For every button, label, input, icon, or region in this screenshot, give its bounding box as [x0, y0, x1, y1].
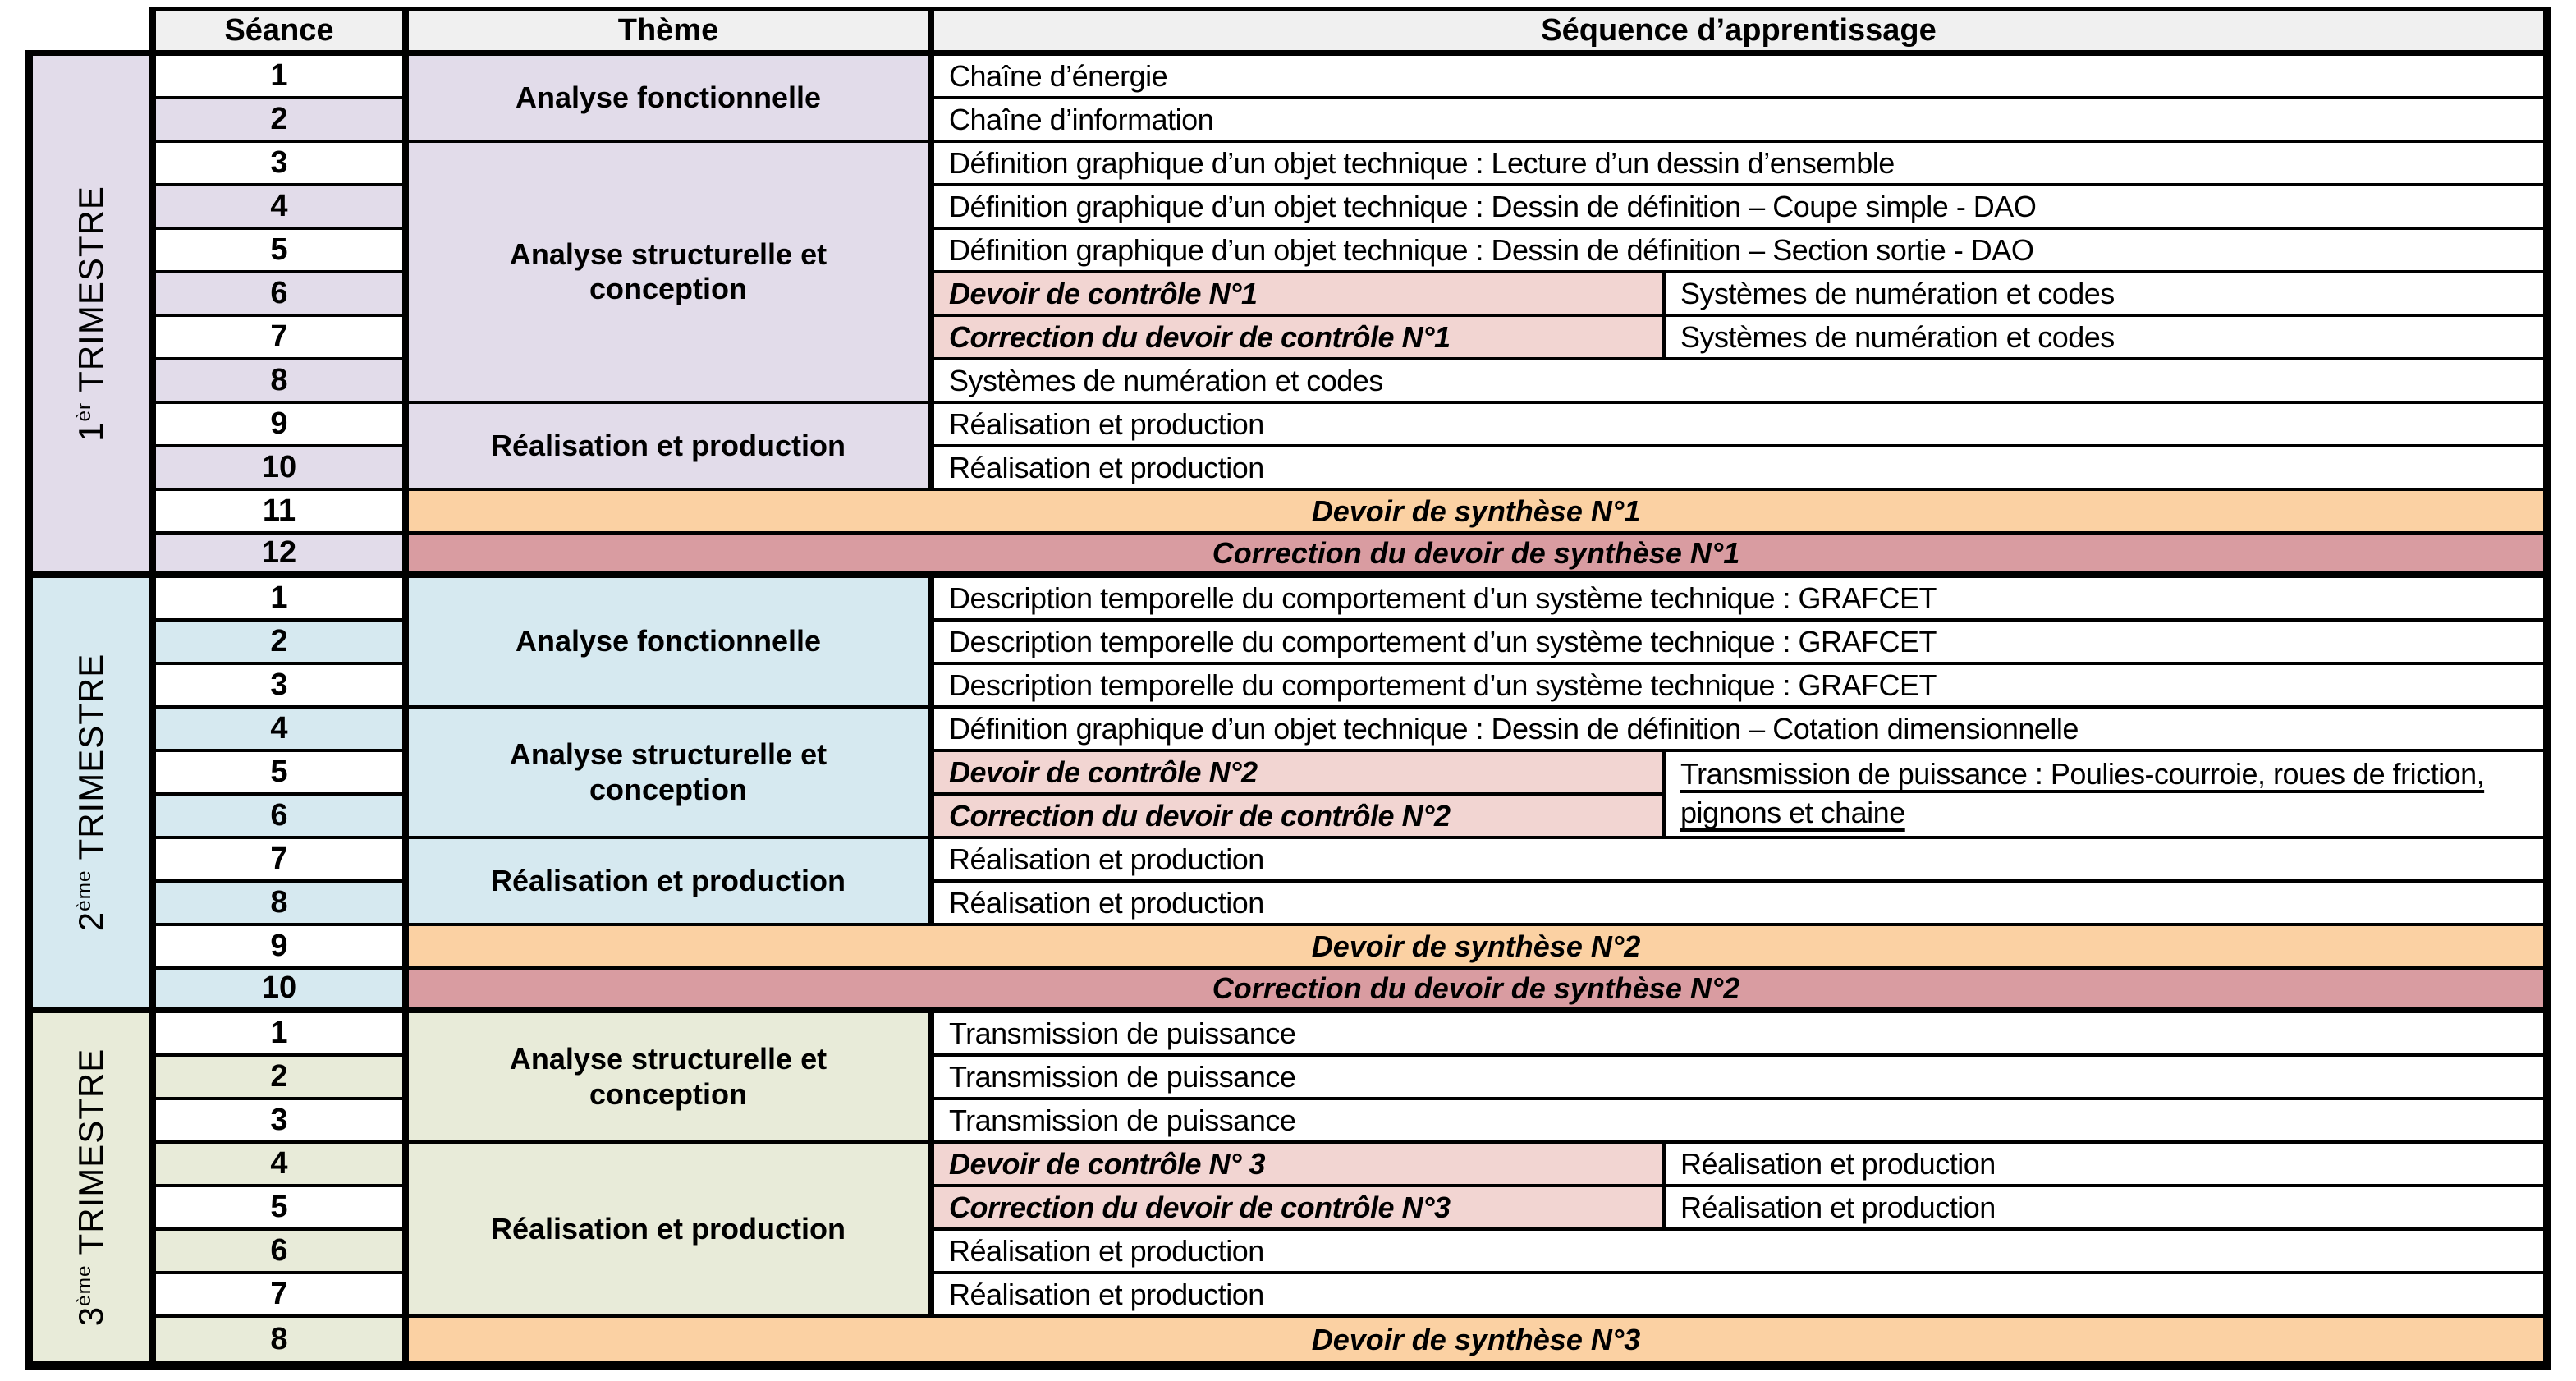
seance-cell: 5 [156, 1187, 402, 1227]
sequence-subcell-text: Réalisation et production [1680, 1146, 1996, 1181]
sequence-subcell-text: Transmission de puissance : Poulies-cour… [1680, 757, 2485, 829]
control-cell: Devoir de contrôle N° 3 [934, 1144, 1662, 1184]
sequence-cell: Réalisation et production [934, 839, 2543, 879]
sequence-cell: Définition graphique d’un objet techniqu… [934, 709, 2543, 749]
seance-cell: 2 [156, 622, 402, 662]
control-cell: Devoir de contrôle N°1 [934, 273, 1662, 314]
seance-cell: 8 [156, 1318, 402, 1361]
seance-cell: 2 [156, 1057, 402, 1097]
theme-cell: Réalisation et production [409, 1144, 928, 1314]
sequence-cell: Description temporelle du comportement d… [934, 622, 2543, 662]
sequence-subcell: Systèmes de numération et codes [1666, 317, 2543, 357]
seance-cell: 3 [156, 143, 402, 183]
trimester-label-text: 2ème TRIMESTRE [71, 654, 111, 931]
control-cell: Correction du devoir de contrôle N°2 [934, 796, 1662, 836]
sequence-subcell: Réalisation et production [1666, 1187, 2543, 1227]
seance-cell: 4 [156, 1144, 402, 1184]
theme-cell: Analyse structurelle et conception [409, 709, 928, 836]
seance-cell: 7 [156, 1274, 402, 1314]
seance-cell: 4 [156, 709, 402, 749]
corner-blank [25, 7, 149, 50]
seance-cell: 6 [156, 796, 402, 836]
sequence-subcell: Systèmes de numération et codes [1666, 273, 2543, 314]
theme-cell: Analyse structurelle et conception [409, 143, 928, 401]
sequence-cell: Définition graphique d’un objet techniqu… [934, 186, 2543, 227]
sequence-cell: Transmission de puissance [934, 1100, 2543, 1140]
trimester-label-text: 1èr TRIMESTRE [71, 186, 111, 442]
sequence-cell: Réalisation et production [934, 404, 2543, 444]
seance-cell: 6 [156, 1231, 402, 1271]
trimester-label: 1èr TRIMESTRE [33, 56, 149, 571]
trimester-word: TRIMESTRE [71, 653, 110, 860]
correction-bar: Correction du devoir de synthèse N°1 [409, 535, 2543, 571]
seance-cell: 8 [156, 883, 402, 923]
trimester-number: 3 [71, 1305, 110, 1327]
header-theme: Thème [409, 11, 928, 50]
trimester-word: TRIMESTRE [71, 1048, 110, 1255]
control-cell: Correction du devoir de contrôle N°1 [934, 317, 1662, 357]
sequence-cell: Chaîne d’information [934, 99, 2543, 140]
sequence-cell: Réalisation et production [934, 447, 2543, 488]
synthese-bar: Devoir de synthèse N°3 [409, 1318, 2543, 1361]
theme-cell: Réalisation et production [409, 404, 928, 488]
theme-cell: Analyse fonctionnelle [409, 578, 928, 705]
sequence-subcell-text: Réalisation et production [1680, 1190, 1996, 1224]
sequence-subcell-text: Systèmes de numération et codes [1680, 276, 2115, 310]
theme-cell: Réalisation et production [409, 839, 928, 923]
seance-cell: 7 [156, 317, 402, 357]
theme-cell: Analyse fonctionnelle [409, 56, 928, 140]
seance-cell: 2 [156, 99, 402, 140]
trimester-number: 2 [71, 911, 110, 932]
trimester-ordinal-suffix: èr [73, 401, 95, 422]
sequence-cell: Définition graphique d’un objet techniqu… [934, 143, 2543, 183]
sequence-cell: Réalisation et production [934, 1231, 2543, 1271]
sequence-cell: Chaîne d’énergie [934, 56, 2543, 96]
header-sequence: Séquence d’apprentissage [934, 11, 2543, 50]
seance-cell: 9 [156, 926, 402, 966]
seance-cell: 1 [156, 578, 402, 618]
synthese-bar: Devoir de synthèse N°2 [409, 926, 2543, 966]
sequence-cell: Transmission de puissance [934, 1013, 2543, 1053]
sequence-cell: Réalisation et production [934, 883, 2543, 923]
trimester-label-text: 3ème TRIMESTRE [71, 1048, 111, 1326]
seance-cell: 5 [156, 752, 402, 792]
control-cell: Correction du devoir de contrôle N°3 [934, 1187, 1662, 1227]
synthese-bar: Devoir de synthèse N°1 [409, 491, 2543, 531]
seance-cell: 8 [156, 360, 402, 401]
seance-cell: 10 [156, 447, 402, 488]
trimester-number: 1 [71, 421, 110, 442]
seance-cell: 6 [156, 273, 402, 314]
schedule-table: Séance Thème Séquence d’apprentissage 1è… [25, 7, 2551, 1370]
seance-cell: 10 [156, 970, 402, 1007]
trimester-ordinal-suffix: ème [73, 1264, 95, 1306]
seance-cell: 3 [156, 665, 402, 705]
seance-cell: 1 [156, 56, 402, 96]
sequence-cell: Description temporelle du comportement d… [934, 665, 2543, 705]
sequence-subcell: Transmission de puissance : Poulies-cour… [1666, 752, 2543, 836]
trimester-ordinal-suffix: ème [73, 869, 95, 911]
control-cell: Devoir de contrôle N°2 [934, 752, 1662, 792]
trimester-label: 3ème TRIMESTRE [33, 1013, 149, 1361]
theme-cell: Analyse structurelle et conception [409, 1013, 928, 1140]
seance-cell: 7 [156, 839, 402, 879]
sequence-cell: Description temporelle du comportement d… [934, 578, 2543, 618]
seance-cell: 12 [156, 535, 402, 571]
seance-cell: 9 [156, 404, 402, 444]
sequence-cell: Réalisation et production [934, 1274, 2543, 1314]
trimester-word: TRIMESTRE [71, 186, 110, 392]
trimester-label: 2ème TRIMESTRE [33, 578, 149, 1007]
header-seance: Séance [156, 11, 402, 50]
seance-cell: 11 [156, 491, 402, 531]
sequence-subcell-text: Systèmes de numération et codes [1680, 319, 2115, 354]
sequence-cell: Définition graphique d’un objet techniqu… [934, 230, 2543, 270]
seance-cell: 1 [156, 1013, 402, 1053]
seance-cell: 4 [156, 186, 402, 227]
sequence-cell: Systèmes de numération et codes [934, 360, 2543, 401]
seance-cell: 5 [156, 230, 402, 270]
sequence-subcell: Réalisation et production [1666, 1144, 2543, 1184]
correction-bar: Correction du devoir de synthèse N°2 [409, 970, 2543, 1007]
sequence-cell: Transmission de puissance [934, 1057, 2543, 1097]
seance-cell: 3 [156, 1100, 402, 1140]
